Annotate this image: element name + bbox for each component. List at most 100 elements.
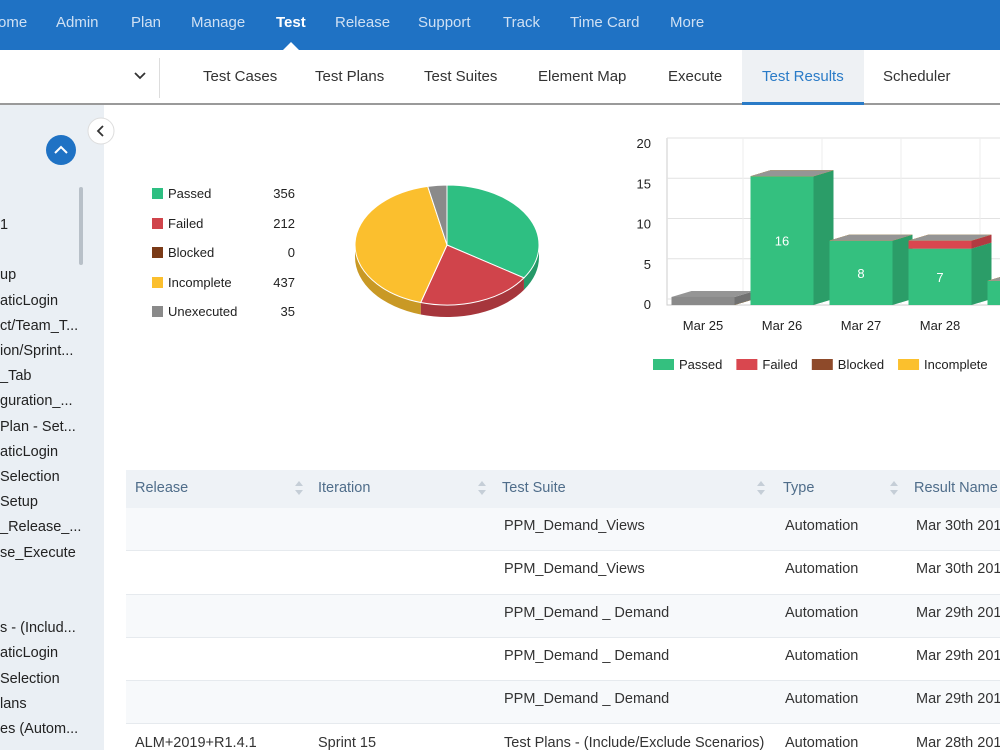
sort-icon[interactable]	[757, 481, 765, 486]
top-nav	[0, 0, 1000, 50]
nav-item[interactable]: Release	[335, 14, 391, 31]
sidebar-item[interactable]: 1	[0, 217, 9, 233]
sidebar-item[interactable]: aticLogin	[0, 292, 59, 309]
legend-label: Failed	[168, 215, 204, 231]
sidebar-item[interactable]: Setup	[0, 494, 38, 511]
x-tick-label: Mar 28	[920, 318, 960, 333]
column-header[interactable]: Type	[783, 480, 815, 496]
y-tick-label: 15	[637, 176, 651, 191]
legend-label: Failed	[762, 357, 797, 372]
legend-value: 212	[273, 215, 295, 231]
nav-item[interactable]: More	[670, 14, 705, 31]
bar-value-label: 16	[775, 234, 789, 249]
nav-item[interactable]: Track	[503, 14, 540, 31]
sidebar-item[interactable]: ion/Sprint...	[0, 343, 74, 359]
bar	[908, 240, 972, 249]
table-row[interactable]	[126, 681, 1000, 725]
column-header[interactable]: Release	[135, 480, 189, 496]
pie-slice	[354, 185, 448, 304]
table-cell: Mar 28th 201	[916, 734, 1000, 750]
bar-value-label: 8	[857, 266, 864, 281]
sidebar-item[interactable]: aticLogin	[0, 645, 59, 662]
sort-icon[interactable]	[757, 490, 765, 495]
column-header[interactable]: Test Suite	[502, 480, 566, 496]
nav-item[interactable]: Admin	[56, 14, 99, 31]
table-cell: ALM+2019+R1.4.1	[135, 734, 257, 750]
x-tick-label: Mar 25	[683, 318, 723, 333]
sub-nav-item[interactable]: Test Suites	[424, 68, 498, 85]
sidebar-item[interactable]: aticLogin	[0, 443, 59, 460]
sidebar	[0, 105, 104, 750]
legend-swatch	[152, 217, 163, 229]
table-row[interactable]	[126, 637, 1000, 682]
table-header	[126, 470, 1000, 508]
dropdown-icon[interactable]	[132, 70, 148, 82]
table-row[interactable]	[126, 551, 1000, 595]
bar-top	[750, 170, 834, 177]
table-cell: Automation	[785, 691, 859, 708]
pie-slice	[419, 244, 525, 306]
nav-item[interactable]: Time Card	[570, 14, 640, 31]
table-row[interactable]	[126, 594, 1000, 638]
bar-top	[908, 234, 992, 241]
bar-side	[734, 290, 755, 305]
bar-top	[987, 277, 1000, 281]
collapse-button[interactable]	[86, 116, 116, 146]
column-header[interactable]: Iteration	[318, 480, 371, 496]
sidebar-item[interactable]: es (Autom...	[0, 721, 79, 737]
y-tick-label: 0	[644, 297, 651, 312]
bar-value-label: 7	[936, 270, 943, 285]
y-tick-label: 5	[644, 257, 651, 272]
table-cell: PPM_Demand _ Demand	[504, 604, 670, 621]
table-cell: Automation	[785, 647, 859, 664]
sub-nav-item[interactable]: Test Cases	[203, 68, 278, 85]
sort-icon[interactable]	[295, 490, 303, 495]
sidebar-item[interactable]: Plan - Set...	[0, 418, 76, 435]
table-row[interactable]	[126, 508, 1000, 552]
nav-item[interactable]: Manage	[191, 14, 246, 31]
sub-nav-item[interactable]: Test Plans	[315, 68, 385, 85]
table-row[interactable]	[126, 724, 1000, 750]
sort-icon[interactable]	[890, 481, 898, 486]
sub-nav-item[interactable]: Scheduler	[883, 68, 951, 85]
column-header[interactable]: Result Name	[914, 480, 998, 496]
table-cell: Automation	[785, 734, 859, 750]
legend-label: Incomplete	[924, 357, 988, 372]
sidebar-item[interactable]: up	[0, 267, 17, 284]
table-cell: PPM_Demand_Views	[504, 561, 645, 578]
bar	[908, 248, 972, 305]
bar-side	[971, 242, 992, 305]
sidebar-item[interactable]: Selection	[0, 469, 60, 485]
sidebar-item[interactable]: _Tab	[0, 368, 32, 385]
bar-side	[971, 234, 992, 249]
bar-side	[892, 234, 913, 305]
table-cell: Mar 29th 201	[916, 647, 1000, 664]
sidebar-item[interactable]: _Release_...	[0, 519, 82, 536]
sidebar-item[interactable]: se_Execute	[0, 544, 76, 561]
sidebar-item[interactable]: guration_...	[0, 393, 73, 410]
nav-item[interactable]: Plan	[131, 14, 162, 31]
nav-item[interactable]: Test	[276, 14, 306, 31]
nav-item[interactable]: Support	[418, 14, 471, 31]
pie-slice	[427, 184, 448, 246]
sidebar-item[interactable]: lans	[0, 695, 27, 712]
sidebar-item[interactable]: s - (Includ...	[0, 620, 76, 637]
sub-nav-item[interactable]: Test Results	[742, 50, 864, 105]
sidebar-item[interactable]: ct/Team_T...	[0, 317, 79, 334]
scroll-up-button[interactable]	[45, 134, 77, 166]
sort-icon[interactable]	[890, 490, 898, 495]
sidebar-item[interactable]: Selection	[0, 670, 60, 687]
bar-top	[671, 290, 755, 297]
sort-icon[interactable]	[478, 490, 486, 495]
bar	[750, 176, 814, 305]
sort-icon[interactable]	[295, 481, 303, 486]
table-cell: PPM_Demand _ Demand	[504, 691, 670, 708]
sub-nav-item[interactable]: Element Map	[538, 68, 627, 85]
charts: 0 5 10 15 20 Mar 25 Mar 26 16 Mar 27 8 Mar 28 7 Pass…	[354, 136, 1000, 372]
nav-item[interactable]: ome	[0, 14, 28, 31]
bar	[829, 240, 893, 305]
sort-icon[interactable]	[478, 481, 486, 486]
table-cell: Mar 29th 201	[916, 691, 1000, 708]
sub-nav-item[interactable]: Execute	[668, 68, 723, 85]
bar	[987, 280, 1000, 305]
